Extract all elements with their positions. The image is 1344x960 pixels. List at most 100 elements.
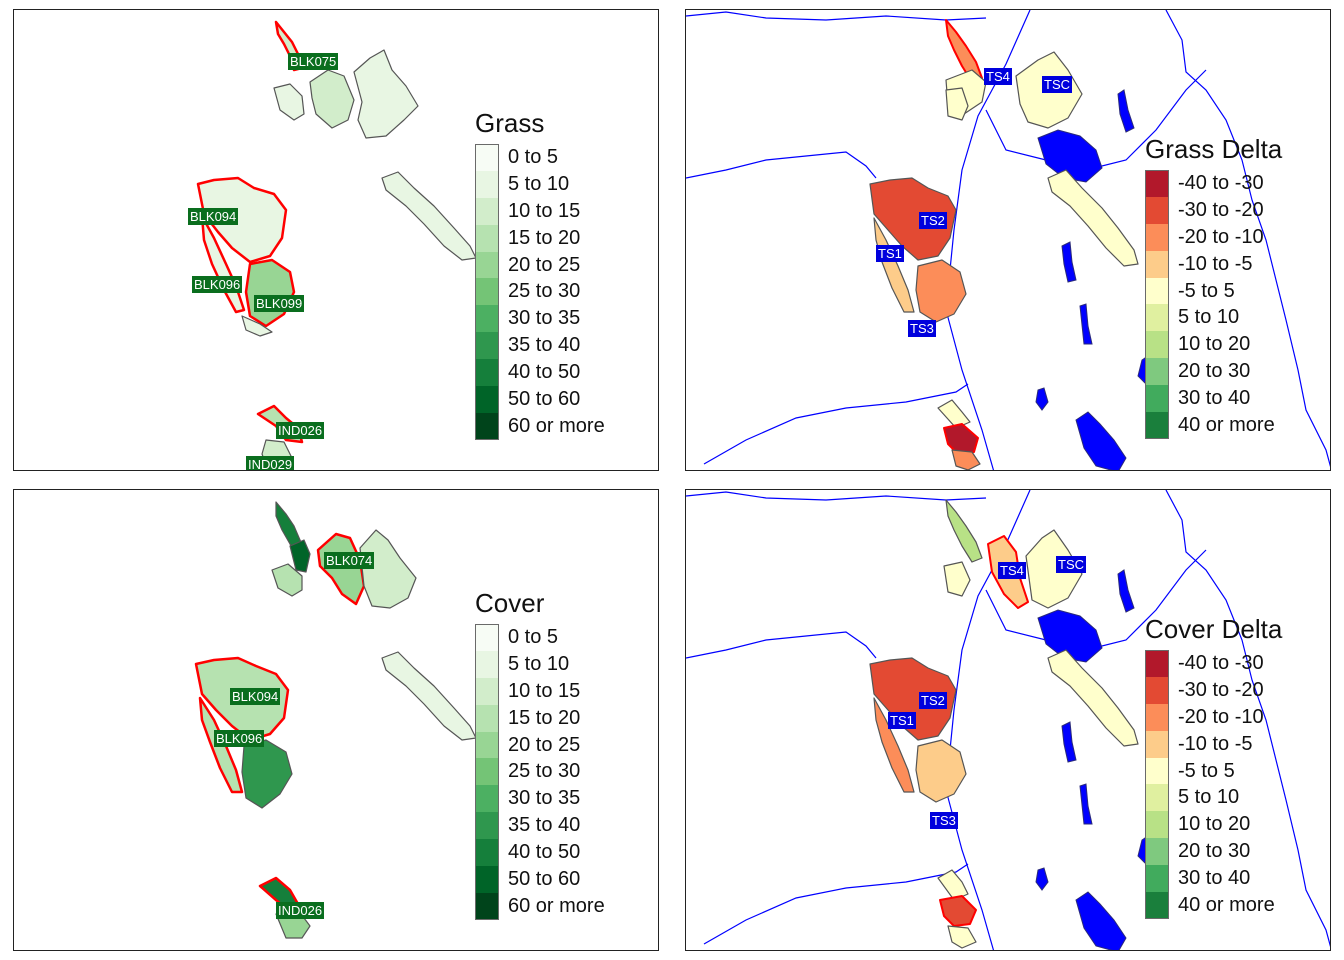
polygon-north-right bbox=[353, 49, 419, 139]
legend-label: 30 to 35 bbox=[508, 307, 581, 330]
legend-row: 25 to 30 bbox=[475, 278, 605, 306]
road-branch bbox=[985, 549, 1207, 651]
legend-swatch bbox=[1145, 703, 1169, 731]
legend-label: 10 to 15 bbox=[508, 679, 581, 702]
legend-row: 5 to 10 bbox=[475, 170, 605, 198]
road-north bbox=[686, 11, 987, 21]
legend-label: 10 to 20 bbox=[1178, 813, 1251, 836]
legend-label: -30 to -20 bbox=[1178, 678, 1264, 701]
legend-row: 25 to 30 bbox=[475, 758, 605, 786]
legend-row: -40 to -30 bbox=[1145, 170, 1282, 197]
legend-row: 20 to 25 bbox=[475, 251, 605, 279]
water-e bbox=[1075, 411, 1127, 470]
grass-legend: Grass 0 to 5 5 to 10 10 to 15 15 to 20 20 to… bbox=[475, 108, 605, 440]
legend-label: 0 to 5 bbox=[508, 625, 559, 648]
legend-label: 25 to 30 bbox=[508, 760, 581, 783]
polygon-south-c bbox=[947, 925, 977, 949]
water-b bbox=[1061, 721, 1077, 763]
legend-label: 30 to 35 bbox=[508, 787, 581, 810]
legend-swatch bbox=[1145, 784, 1169, 812]
legend-label: 25 to 30 bbox=[508, 280, 581, 303]
river-west bbox=[686, 631, 877, 659]
legend-swatch bbox=[1145, 676, 1169, 704]
legend-swatch bbox=[1145, 304, 1169, 332]
label-ind026: IND026 bbox=[276, 422, 325, 439]
legend-swatch bbox=[475, 866, 499, 893]
lake-main bbox=[1037, 129, 1103, 183]
label-ind029: IND029 bbox=[246, 456, 295, 471]
road-branch bbox=[985, 69, 1207, 171]
water-c bbox=[1079, 783, 1093, 825]
water-a bbox=[1117, 89, 1135, 133]
cover-legend: Cover 0 to 5 5 to 10 10 to 15 15 to 20 20 to… bbox=[475, 588, 605, 920]
legend-label: -10 to -5 bbox=[1178, 732, 1253, 755]
cover-legend-rows: 0 to 5 5 to 10 10 to 15 15 to 20 20 to 25 25 … bbox=[475, 624, 605, 920]
legend-swatch bbox=[475, 386, 499, 413]
legend-row: 0 to 5 bbox=[475, 144, 605, 171]
polygon-south-a bbox=[937, 399, 971, 429]
legend-swatch bbox=[475, 224, 499, 252]
label-ts2: TS2 bbox=[919, 212, 947, 229]
label-ts1: TS1 bbox=[876, 245, 904, 262]
legend-label: 40 to 50 bbox=[508, 841, 581, 864]
legend-row: 20 to 30 bbox=[1145, 838, 1282, 866]
legend-label: 10 to 15 bbox=[508, 199, 581, 222]
grass-delta-map bbox=[686, 10, 1330, 470]
legend-swatch bbox=[1145, 358, 1169, 386]
legend-row: 5 to 10 bbox=[475, 650, 605, 678]
legend-label: 20 to 25 bbox=[508, 253, 581, 276]
lake-main bbox=[1037, 609, 1103, 663]
legend-swatch bbox=[475, 704, 499, 732]
legend-row: 50 to 60 bbox=[475, 866, 605, 893]
grass-legend-rows: 0 to 5 5 to 10 10 to 15 15 to 20 20 to 25 25 … bbox=[475, 144, 605, 440]
water-b bbox=[1061, 241, 1077, 283]
label-blk099: BLK099 bbox=[254, 295, 305, 312]
legend-swatch bbox=[1145, 757, 1169, 785]
legend-row: 5 to 10 bbox=[1145, 304, 1282, 332]
cover-delta-legend-rows: -40 to -30 -30 to -20 -20 to -10 -10 to -5 -… bbox=[1145, 650, 1282, 919]
grass-delta-legend-title: Grass Delta bbox=[1145, 134, 1283, 164]
legend-label: -40 to -30 bbox=[1178, 171, 1264, 194]
legend-swatch bbox=[475, 758, 499, 786]
label-blk094: BLK094 bbox=[230, 688, 281, 705]
grass-map-panel: BLK075 BLK094 BLK096 BLK099 IND026 IND02… bbox=[13, 9, 659, 471]
legend-label: -20 to -10 bbox=[1178, 225, 1264, 248]
polygon-ts3-area bbox=[915, 259, 967, 323]
river-east bbox=[1165, 490, 1330, 947]
legend-label: 60 or more bbox=[508, 894, 605, 917]
legend-swatch bbox=[475, 359, 499, 387]
label-ts4: TS4 bbox=[984, 68, 1012, 85]
legend-swatch bbox=[475, 624, 499, 651]
legend-row: -5 to 5 bbox=[1145, 757, 1282, 785]
legend-swatch bbox=[1145, 838, 1169, 866]
label-blk074: BLK074 bbox=[324, 552, 375, 569]
water-d bbox=[1035, 867, 1049, 891]
legend-row: 30 to 35 bbox=[475, 785, 605, 813]
polygon-north-right bbox=[359, 529, 417, 609]
legend-label: 15 to 20 bbox=[508, 226, 581, 249]
legend-row: 60 or more bbox=[475, 892, 605, 920]
legend-label: 10 to 20 bbox=[1178, 333, 1251, 356]
legend-label: 60 or more bbox=[508, 414, 605, 437]
cover-map-panel: BLK074 BLK094 BLK096 IND026 Cover 0 to 5… bbox=[13, 489, 659, 951]
cover-delta-map bbox=[686, 490, 1330, 950]
legend-row: 30 to 40 bbox=[1145, 385, 1282, 413]
polygon-ts3-area bbox=[915, 739, 967, 803]
legend-swatch bbox=[1145, 730, 1169, 758]
road-southwest bbox=[703, 863, 969, 945]
road-southwest bbox=[703, 383, 969, 465]
polygon-north-left bbox=[271, 563, 303, 597]
legend-swatch bbox=[1145, 412, 1169, 439]
legend-swatch bbox=[1145, 811, 1169, 839]
legend-label: 40 or more bbox=[1178, 893, 1275, 916]
legend-swatch bbox=[475, 785, 499, 813]
legend-row: 0 to 5 bbox=[475, 624, 605, 651]
polygon-south-b bbox=[943, 423, 979, 455]
polygon-north-west bbox=[945, 87, 969, 121]
legend-row: 20 to 25 bbox=[475, 731, 605, 759]
polygon-ts2 bbox=[869, 177, 957, 261]
legend-row: 5 to 10 bbox=[1145, 784, 1282, 812]
label-ts1: TS1 bbox=[888, 712, 916, 729]
legend-label: 20 to 30 bbox=[1178, 840, 1251, 863]
legend-swatch bbox=[1145, 170, 1169, 197]
